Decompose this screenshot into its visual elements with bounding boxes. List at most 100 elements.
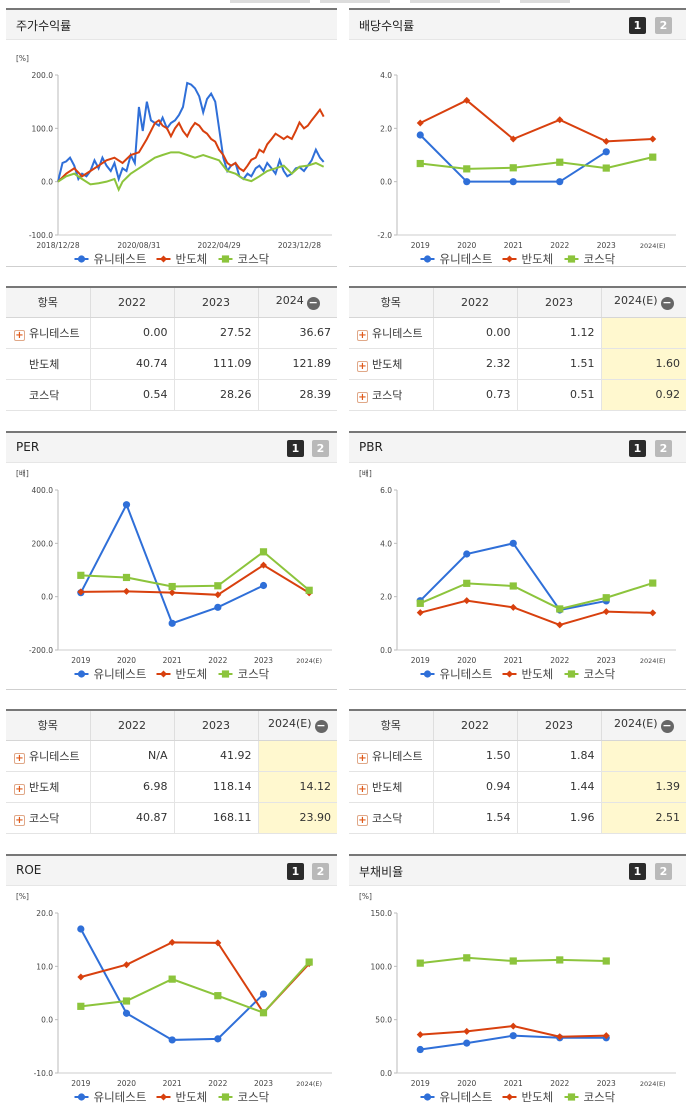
roe-panel: ROE 1 2 [%] -10.0 0.0 10.0 20.0 2019 2020 2021 2… (6, 854, 337, 1113)
table-cell: 23.90 (257, 802, 337, 834)
y-tick-label: 200.0 (32, 71, 54, 80)
x-tick-label: 2024(E) (640, 657, 666, 665)
data-point (509, 603, 517, 611)
data-point (463, 178, 471, 186)
data-point (506, 1093, 513, 1101)
series-line (80, 563, 310, 596)
series-line (57, 107, 325, 183)
y-tick-label: 0.0 (380, 646, 392, 655)
roe-chart: [%] -10.0 0.0 10.0 20.0 2019 2020 2021 2022 2023 2… (16, 892, 332, 1104)
quarterly-toggle-button[interactable]: 2 (312, 863, 329, 880)
series-line (80, 961, 310, 1014)
collapse-icon[interactable]: − (660, 296, 674, 311)
series-line (419, 582, 654, 610)
table-cell: 2.51 (600, 802, 686, 834)
expand-icon[interactable]: + (14, 329, 25, 341)
top-tab-fragment (230, 0, 310, 3)
y-tick-label: -200.0 (29, 646, 53, 655)
collapse-icon[interactable]: − (306, 296, 320, 311)
table-cell: 0.94 (432, 771, 517, 803)
row-label[interactable]: + 유니테스트 (349, 740, 433, 772)
expand-icon[interactable]: + (357, 814, 368, 826)
series-line (420, 156, 653, 170)
expand-icon[interactable]: + (14, 783, 25, 795)
row-label[interactable]: + 유니테스트 (6, 740, 90, 772)
data-point (649, 153, 657, 161)
per-table: 항목 2022 2023 2024(E) − + 유니테스트 N/A 41.92 +… (6, 709, 337, 834)
quarterly-toggle-button[interactable]: 2 (655, 440, 672, 457)
quarterly-toggle-button[interactable]: 2 (312, 440, 329, 457)
panel-title: ROE (16, 863, 42, 877)
panel-header: 부채비율 1 2 (349, 856, 686, 886)
expand-icon[interactable]: + (357, 329, 368, 341)
annual-toggle-button[interactable]: 1 (629, 863, 646, 880)
y-tick-label: 400.0 (32, 486, 54, 495)
data-point (567, 670, 576, 678)
series-line (419, 99, 653, 143)
y-axis-unit: [%] (16, 892, 29, 901)
table-cell: N/A (89, 740, 174, 772)
annual-toggle-button[interactable]: 1 (629, 17, 646, 34)
data-point (602, 1032, 610, 1040)
legend-item: 유니테스트 (74, 667, 146, 681)
y-tick-label: 100.0 (32, 124, 54, 133)
y-tick-label: 10.0 (36, 962, 53, 971)
legend-item: 반도체 (156, 252, 207, 266)
legend-label: 반도체 (176, 1090, 208, 1104)
x-tick-label: 2019 (71, 1079, 90, 1088)
annual-toggle-button[interactable]: 1 (287, 863, 304, 880)
legend-label: 유니테스트 (440, 252, 493, 266)
table-cell: 14.12 (257, 771, 337, 803)
column-header: 2023 (516, 709, 601, 741)
data-point (214, 591, 222, 599)
data-point (463, 96, 471, 104)
quarterly-toggle-button[interactable]: 2 (655, 17, 672, 34)
data-point (509, 957, 517, 965)
legend-item: 반도체 (156, 667, 207, 681)
collapse-icon[interactable]: − (314, 719, 328, 734)
pbr-panel: PBR 1 2 [배] 0.0 2.0 4.0 6.0 2019 2020 2021 2022 2… (349, 431, 686, 690)
data-point (423, 1093, 432, 1101)
data-point (416, 609, 424, 617)
table-cell (257, 740, 337, 772)
y-tick-label: 0.0 (41, 593, 53, 602)
expand-icon[interactable]: + (14, 752, 25, 764)
quarterly-toggle-button[interactable]: 2 (655, 863, 672, 880)
annual-toggle-button[interactable]: 1 (629, 440, 646, 457)
data-point (214, 603, 222, 611)
row-label[interactable]: + 반도체 (349, 771, 433, 803)
annual-toggle-button[interactable]: 1 (287, 440, 304, 457)
data-point (556, 158, 564, 166)
table-row: + 코스닥 0.73 0.51 0.92 (349, 379, 686, 411)
collapse-icon[interactable]: − (660, 719, 674, 734)
row-label[interactable]: + 코스닥 (349, 802, 433, 834)
row-label[interactable]: + 반도체 (349, 348, 433, 380)
x-tick-label: 2022 (550, 1079, 569, 1088)
y-tick-label: 200.0 (32, 539, 54, 548)
legend-label: 코스닥 (238, 667, 270, 681)
data-point (423, 255, 432, 263)
data-point (160, 255, 167, 263)
data-point (509, 1022, 517, 1030)
row-label[interactable]: + 코스닥 (349, 379, 433, 411)
data-point (214, 992, 222, 1000)
row-label[interactable]: + 유니테스트 (349, 317, 433, 349)
x-tick-label: 2020 (457, 656, 476, 665)
row-label[interactable]: + 반도체 (6, 771, 90, 803)
data-point (649, 579, 657, 587)
data-point (77, 1093, 86, 1101)
column-header: 2022 (432, 709, 517, 741)
data-point (416, 159, 424, 168)
row-label[interactable]: + 유니테스트 (6, 317, 90, 349)
expand-icon[interactable]: + (357, 752, 368, 764)
expand-icon[interactable]: + (357, 783, 368, 795)
data-point (602, 137, 610, 145)
table-cell: 168.11 (173, 802, 258, 834)
table-cell: 40.74 (89, 348, 174, 380)
expand-icon[interactable]: + (357, 360, 368, 372)
data-point (556, 178, 564, 186)
expand-icon[interactable]: + (357, 391, 368, 403)
row-label[interactable]: + 코스닥 (6, 802, 90, 834)
x-tick-label: 2020 (457, 241, 476, 250)
expand-icon[interactable]: + (14, 814, 25, 826)
